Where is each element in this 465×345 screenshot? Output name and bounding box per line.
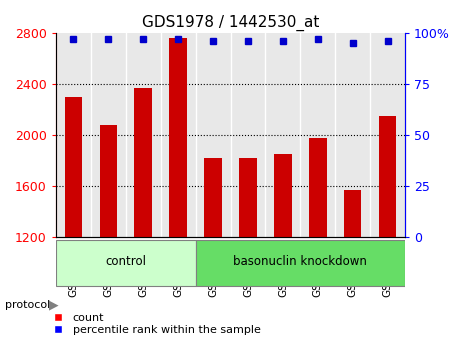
- Text: ▶: ▶: [49, 299, 59, 312]
- Bar: [204, 158, 222, 237]
- Legend: count, percentile rank within the sample: count, percentile rank within the sample: [43, 308, 265, 339]
- Bar: [309, 138, 326, 237]
- Bar: [56, 240, 196, 286]
- Text: protocol: protocol: [5, 300, 50, 310]
- Bar: [196, 240, 405, 286]
- Bar: [274, 154, 292, 237]
- Bar: [169, 38, 187, 237]
- Bar: [65, 97, 82, 237]
- Title: GDS1978 / 1442530_at: GDS1978 / 1442530_at: [142, 15, 319, 31]
- Text: basonuclin knockdown: basonuclin knockdown: [233, 255, 367, 268]
- Bar: [239, 158, 257, 237]
- Bar: [344, 190, 361, 237]
- Bar: [100, 125, 117, 237]
- Text: control: control: [105, 255, 146, 268]
- Bar: [134, 88, 152, 237]
- Bar: [379, 116, 396, 237]
